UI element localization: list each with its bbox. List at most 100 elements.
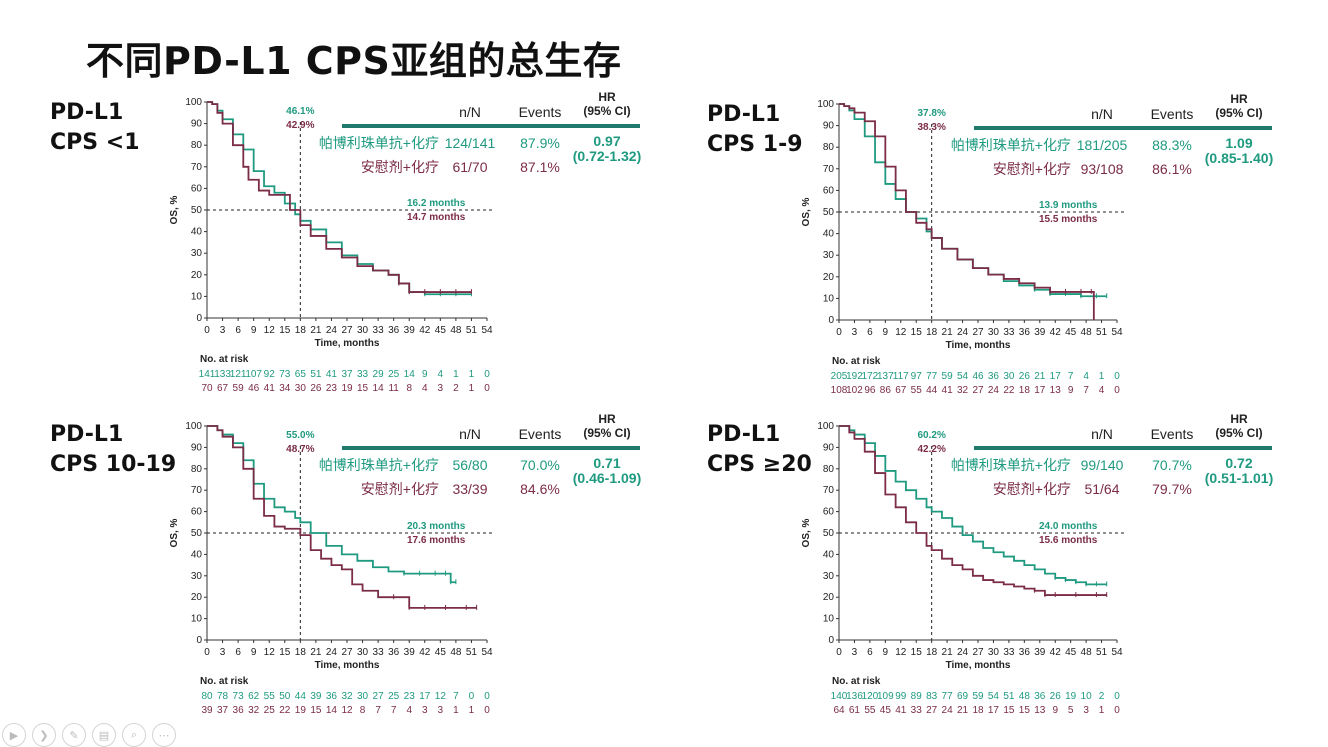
x-tick-label: 45 — [435, 325, 447, 336]
km-panel-cps-ge20: PD-L1 CPS ≥20 0 10 20 30 40 50 60 70 80 90 100 0 3 6 9… — [707, 412, 1328, 740]
risk-count-series-1: 140 — [831, 691, 848, 702]
y-tick-label: 0 — [196, 313, 202, 324]
risk-count-series-2: 1 — [469, 705, 475, 716]
y-tick-label: 20 — [191, 270, 203, 281]
risk-count-series-2: 7 — [391, 705, 397, 716]
risk-count-series-2: 9 — [1068, 385, 1074, 396]
km-curve-series-2 — [207, 425, 477, 609]
y-tick-label: 60 — [191, 183, 203, 194]
risk-count-series-1: 10 — [1081, 691, 1093, 702]
risk-table-title: No. at risk — [832, 676, 881, 687]
subgroup-line-2: CPS 1-9 — [707, 132, 803, 157]
x-tick-label: 48 — [1081, 647, 1093, 658]
y-tick-label: 30 — [191, 571, 203, 582]
y-tick-label: 90 — [823, 442, 835, 453]
table-header-events: Events — [1151, 106, 1194, 122]
x-tick-label: 54 — [1111, 327, 1123, 338]
nn-series-2: 33/39 — [452, 481, 487, 497]
events-series-2: 79.7% — [1152, 481, 1192, 497]
risk-count-series-1: 77 — [926, 371, 938, 382]
x-axis-label: Time, months — [315, 338, 380, 349]
risk-count-series-1: 36 — [988, 371, 1000, 382]
hazard-ratio: 0.71 — [593, 455, 620, 471]
y-tick-label: 60 — [191, 507, 203, 518]
risk-count-series-2: 7 — [1083, 385, 1089, 396]
risk-count-series-1: 205 — [831, 371, 848, 382]
nn-series-1: 181/205 — [1077, 137, 1128, 153]
risk-count-series-2: 70 — [201, 383, 213, 394]
risk-count-series-2: 1 — [1099, 705, 1105, 716]
x-tick-label: 12 — [264, 647, 276, 658]
risk-count-series-2: 25 — [264, 705, 276, 716]
y-tick-label: 20 — [823, 592, 835, 603]
play-icon[interactable]: ▶ — [2, 723, 26, 747]
table-header-hr: HR — [1230, 412, 1248, 426]
x-axis-label: Time, months — [946, 660, 1011, 671]
median-label-series-2: 14.7 months — [407, 212, 466, 223]
x-tick-label: 18 — [926, 647, 938, 658]
x-tick-label: 0 — [836, 647, 842, 658]
subgroup-line-2: CPS 10-19 — [50, 452, 177, 477]
risk-count-series-2: 86 — [880, 385, 892, 396]
y-tick-label: 30 — [823, 250, 835, 261]
median-label-series-1: 16.2 months — [407, 198, 466, 209]
risk-count-series-1: 36 — [1034, 691, 1046, 702]
y-tick-label: 90 — [191, 442, 203, 453]
risk-count-series-1: 73 — [233, 691, 245, 702]
risk-count-series-2: 5 — [1068, 705, 1074, 716]
y-tick-label: 80 — [823, 464, 835, 475]
zoom-icon[interactable]: ⌕ — [122, 723, 146, 747]
y-tick-label: 40 — [191, 227, 203, 238]
y-tick-label: 50 — [191, 528, 203, 539]
events-series-1: 87.9% — [520, 135, 560, 151]
risk-count-series-1: 0 — [1114, 371, 1120, 382]
x-tick-label: 12 — [895, 647, 907, 658]
x-tick-label: 27 — [341, 647, 353, 658]
risk-count-series-1: 89 — [911, 691, 923, 702]
risk-count-series-1: 33 — [357, 369, 369, 380]
events-series-2: 84.6% — [520, 481, 560, 497]
x-tick-label: 12 — [264, 325, 276, 336]
risk-count-series-2: 67 — [217, 383, 229, 394]
next-icon[interactable]: ❯ — [32, 723, 56, 747]
subgroup-line-2: CPS <1 — [50, 130, 140, 155]
y-tick-label: 40 — [823, 549, 835, 560]
risk-count-series-1: 80 — [201, 691, 213, 702]
y-tick-label: 60 — [823, 185, 835, 196]
y-tick-label: 80 — [191, 464, 203, 475]
x-axis-label: Time, months — [946, 340, 1011, 351]
table-header-ci: (95% CI) — [1215, 106, 1262, 120]
risk-count-series-1: 77 — [942, 691, 954, 702]
legend-entry-series-2: 安慰剂+化疗 — [361, 159, 439, 175]
risk-count-series-2: 41 — [895, 705, 907, 716]
hazard-ratio-ci: (0.85-1.40) — [1205, 150, 1273, 166]
risk-count-series-2: 64 — [833, 705, 845, 716]
risk-count-series-2: 46 — [248, 383, 260, 394]
legend-entry-series-2: 安慰剂+化疗 — [993, 481, 1071, 497]
risk-count-series-2: 11 — [388, 383, 399, 394]
risk-count-series-1: 107 — [245, 369, 262, 380]
y-tick-label: 40 — [823, 229, 835, 240]
risk-count-series-1: 1 — [469, 369, 475, 380]
risk-count-series-2: 45 — [880, 705, 892, 716]
more-icon[interactable]: ⋯ — [152, 723, 176, 747]
x-tick-label: 9 — [883, 647, 889, 658]
hazard-ratio: 1.09 — [1225, 135, 1252, 151]
risk-count-series-1: 78 — [217, 691, 229, 702]
nn-series-2: 61/70 — [452, 159, 487, 175]
x-tick-label: 21 — [310, 325, 322, 336]
pen-icon[interactable]: ✎ — [62, 723, 86, 747]
landmark-label-series-2: 42.9% — [286, 120, 314, 131]
risk-count-series-1: 26 — [1019, 371, 1031, 382]
y-tick-label: 50 — [191, 205, 203, 216]
x-tick-label: 51 — [466, 647, 478, 658]
risk-count-series-1: 12 — [435, 691, 447, 702]
risk-count-series-2: 2 — [453, 383, 459, 394]
risk-count-series-1: 51 — [310, 369, 322, 380]
risk-count-series-2: 13 — [1034, 705, 1046, 716]
x-tick-label: 36 — [1019, 647, 1031, 658]
risk-count-series-2: 22 — [1003, 385, 1015, 396]
slides-icon[interactable]: ▤ — [92, 723, 116, 747]
hazard-ratio-ci: (0.72-1.32) — [573, 148, 641, 164]
risk-count-series-2: 13 — [1050, 385, 1062, 396]
